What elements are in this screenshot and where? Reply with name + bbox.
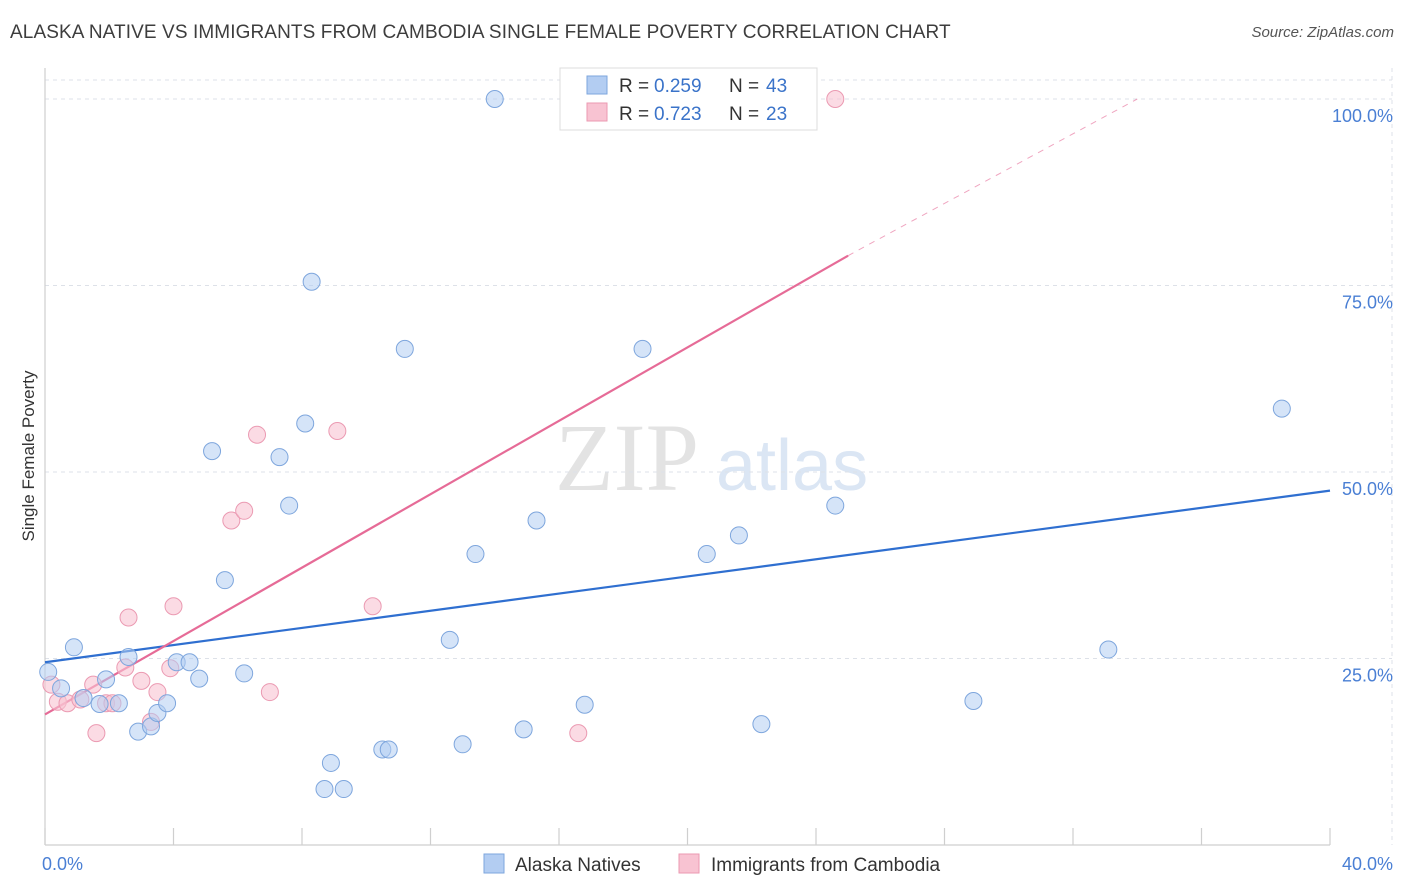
trend-lines xyxy=(44,98,1331,716)
trend-line-cambodia-extension xyxy=(847,98,1138,257)
point-alaska-34 xyxy=(575,695,594,714)
point-cambodia-20 xyxy=(363,597,382,616)
point-cambodia-9 xyxy=(119,608,138,627)
point-alaska-20 xyxy=(296,414,315,433)
watermark-atlas: atlas xyxy=(716,426,868,506)
axes xyxy=(44,68,1331,846)
legend-n-value-1: 43 xyxy=(766,76,787,97)
point-cambodia-21 xyxy=(569,724,588,743)
bottom-legend-alaska: Alaska Natives xyxy=(515,855,641,876)
chart-title: ALASKA NATIVE VS IMMIGRANTS FROM CAMBODI… xyxy=(10,22,951,43)
point-alaska-7 xyxy=(119,648,138,667)
point-alaska-11 xyxy=(158,694,177,713)
y-axis-label: Single Female Poverty xyxy=(19,370,38,542)
stats-legend: R = 0.259 N = 43 R = 0.723 N = 23 xyxy=(559,67,818,131)
point-alaska-5 xyxy=(97,670,116,689)
x-tick-label-max: 40.0% xyxy=(1342,854,1393,874)
watermark-zip: ZIP xyxy=(555,404,699,511)
point-cambodia-15 xyxy=(222,511,241,530)
point-alaska-3 xyxy=(74,689,93,708)
point-alaska-4 xyxy=(90,695,109,714)
point-alaska-18 xyxy=(270,448,289,467)
point-alaska-13 xyxy=(180,653,199,672)
point-cambodia-10 xyxy=(132,671,151,690)
point-alaska-26 xyxy=(379,740,398,759)
legend-r-label-1: R = xyxy=(619,76,649,97)
point-cambodia-22 xyxy=(826,90,845,108)
point-cambodia-5 xyxy=(87,724,106,743)
point-alaska-28 xyxy=(440,630,459,649)
trend-line-cambodia xyxy=(44,254,849,716)
legend-n-label-1: N = xyxy=(729,76,759,97)
point-alaska-41 xyxy=(1099,640,1118,659)
point-alaska-27 xyxy=(395,339,414,358)
bottom-legend-swatch-cambodia xyxy=(678,853,700,874)
point-cambodia-14 xyxy=(164,597,183,616)
point-cambodia-16 xyxy=(235,501,254,520)
point-cambodia-18 xyxy=(260,683,279,702)
bottom-legend-swatch-alaska xyxy=(483,853,505,874)
point-alaska-19 xyxy=(280,496,299,515)
point-alaska-17 xyxy=(235,664,254,683)
point-alaska-16 xyxy=(215,571,234,590)
point-alaska-15 xyxy=(203,442,222,461)
y-tick-label-3: 100.0% xyxy=(1332,106,1393,126)
point-alaska-22 xyxy=(315,780,334,799)
y-tick-label-1: 50.0% xyxy=(1342,479,1393,499)
legend-r-label-2: R = xyxy=(619,104,649,125)
legend-swatch-alaska xyxy=(586,75,608,95)
y-tick-label-0: 25.0% xyxy=(1342,666,1393,686)
point-alaska-30 xyxy=(466,545,485,564)
tick-labels: 25.0% 50.0% 75.0% 100.0% 0.0% 40.0% xyxy=(42,106,1393,874)
y-tick-label-2: 75.0% xyxy=(1342,293,1393,313)
legend-swatch-cambodia xyxy=(586,102,608,122)
point-alaska-36 xyxy=(697,545,716,564)
grid-lines xyxy=(45,68,1393,845)
point-alaska-32 xyxy=(514,720,533,739)
point-alaska-23 xyxy=(321,753,340,772)
point-alaska-42 xyxy=(1272,399,1291,418)
point-alaska-29 xyxy=(453,735,472,754)
data-points xyxy=(39,90,1291,799)
point-alaska-39 xyxy=(826,496,845,515)
point-alaska-40 xyxy=(964,692,983,711)
legend-n-label-2: N = xyxy=(729,104,759,125)
point-cambodia-19 xyxy=(328,421,347,440)
trend-line-alaska xyxy=(44,489,1331,664)
point-alaska-2 xyxy=(64,638,83,657)
bottom-legend-cambodia: Immigrants from Cambodia xyxy=(711,855,941,876)
point-alaska-24 xyxy=(334,780,353,799)
series-legend: Alaska Natives Immigrants from Cambodia xyxy=(483,853,941,876)
x-tick-label-min: 0.0% xyxy=(42,854,83,874)
point-alaska-21 xyxy=(302,272,321,291)
point-cambodia-17 xyxy=(248,425,267,444)
point-alaska-38 xyxy=(752,715,771,734)
legend-r-value-2: 0.723 xyxy=(654,104,702,125)
point-alaska-37 xyxy=(729,526,748,545)
point-alaska-6 xyxy=(109,694,128,713)
legend-r-value-1: 0.259 xyxy=(654,76,702,97)
point-alaska-31 xyxy=(485,90,504,108)
point-alaska-1 xyxy=(52,679,71,698)
point-alaska-14 xyxy=(190,669,209,688)
point-alaska-33 xyxy=(527,511,546,530)
legend-n-value-2: 23 xyxy=(766,104,787,125)
point-alaska-0 xyxy=(39,662,58,681)
source-label: Source: ZipAtlas.com xyxy=(1251,24,1394,41)
point-alaska-35 xyxy=(633,339,652,358)
